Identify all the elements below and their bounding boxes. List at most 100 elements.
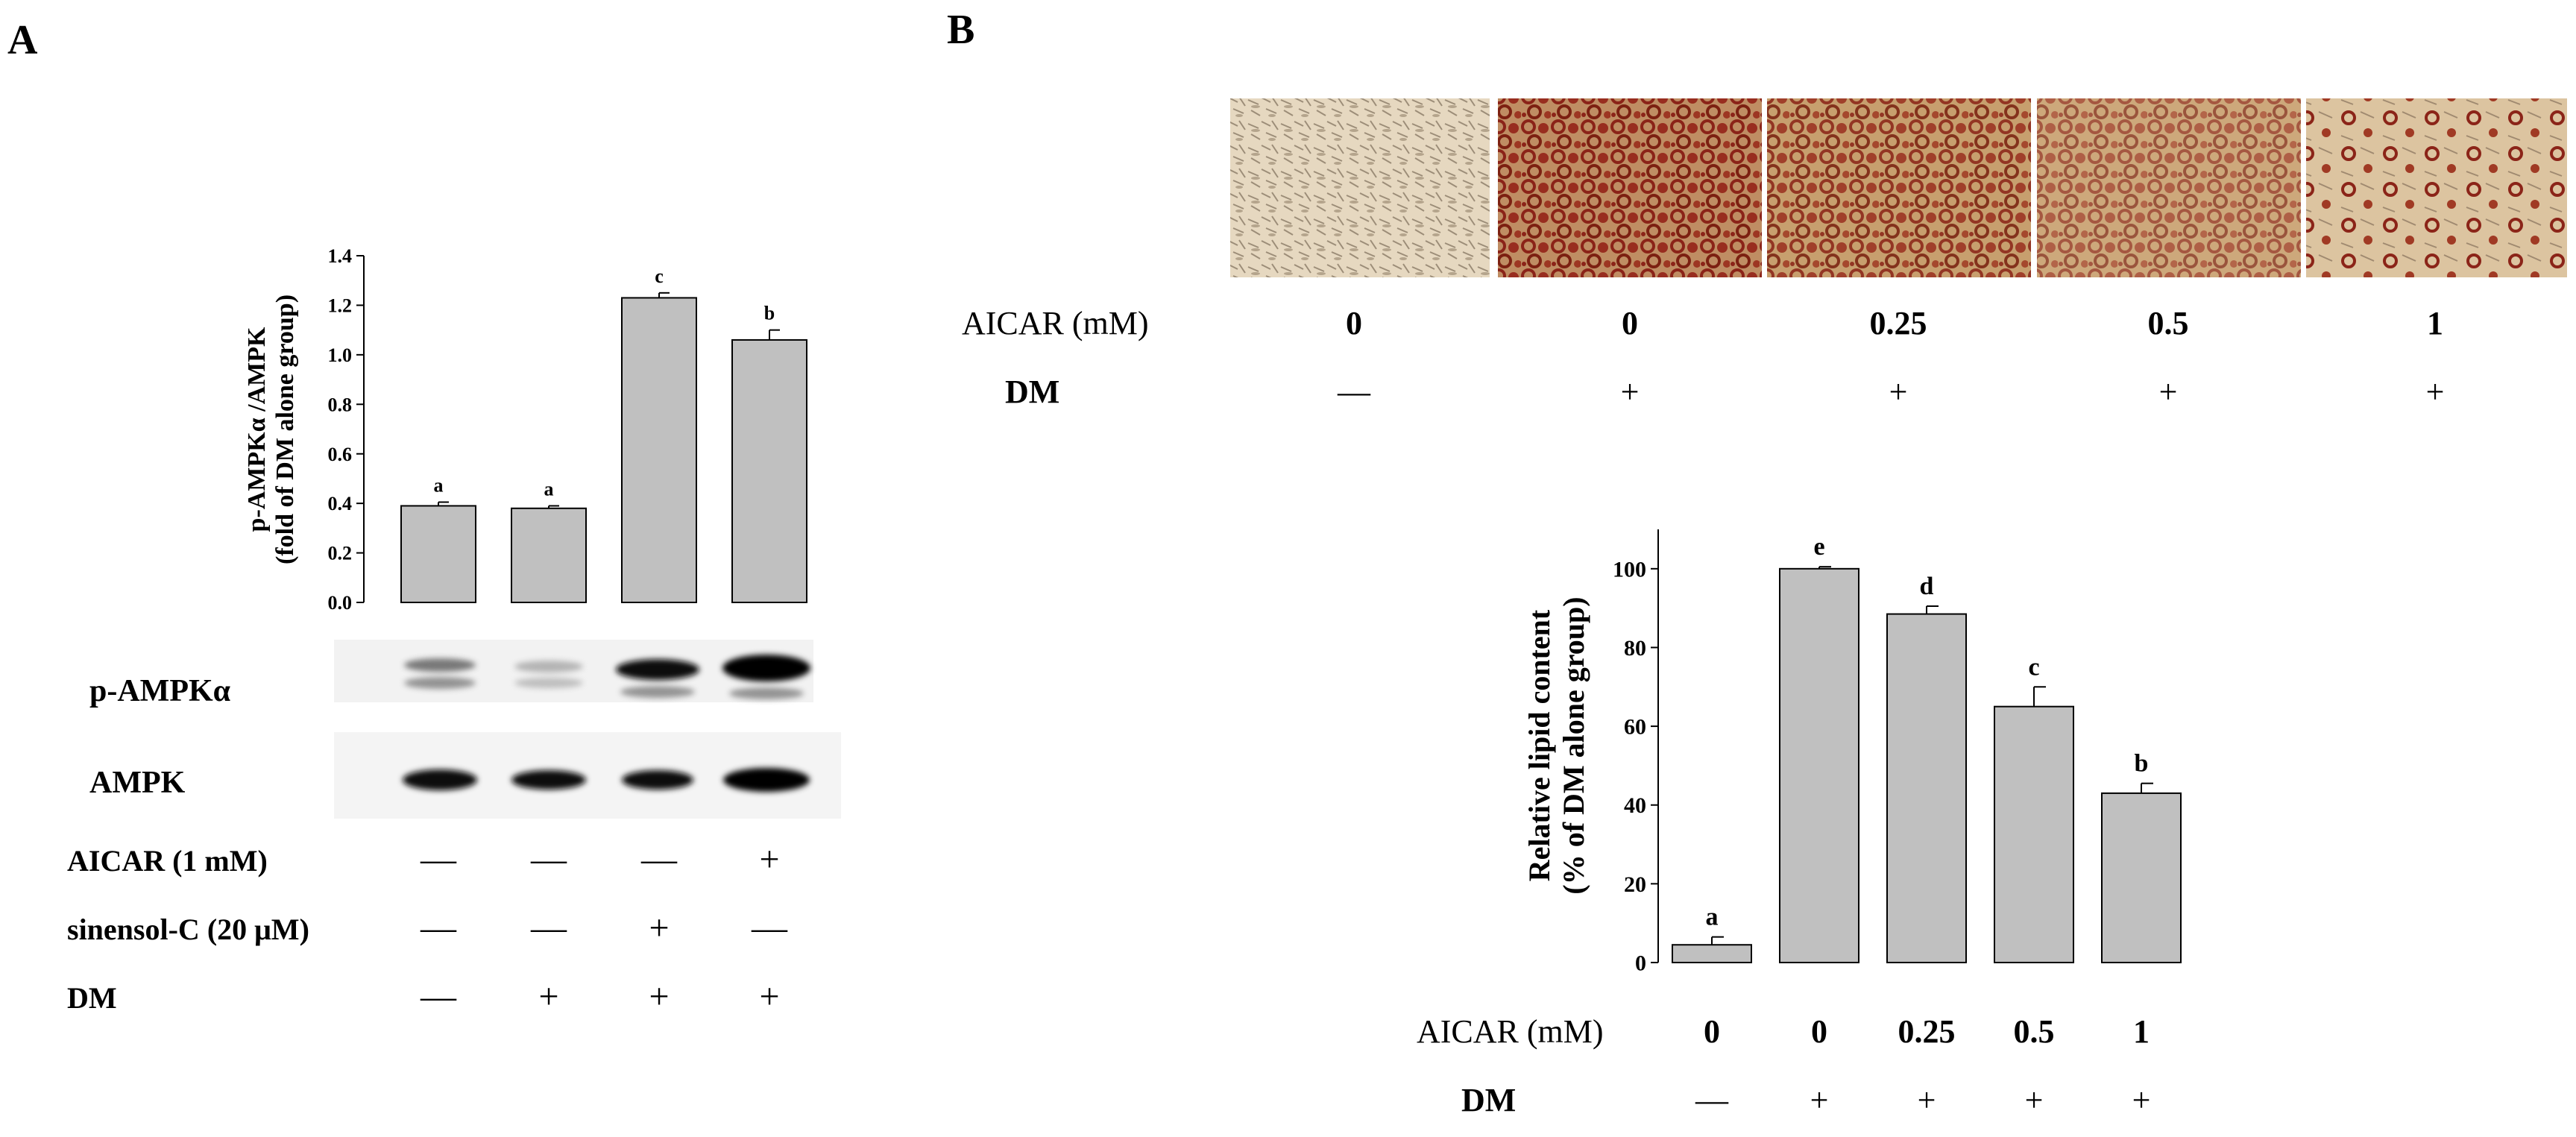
blot-band: [729, 687, 804, 699]
y-tick-label: 1.4: [328, 245, 353, 267]
blot-band: [511, 770, 586, 790]
dose-value: 0.5: [2014, 1013, 2055, 1050]
dose-value: 0: [1811, 1013, 1827, 1050]
bar: [400, 505, 476, 604]
plus-sign: +: [649, 977, 669, 1016]
plus-sign: +: [1810, 1082, 1829, 1118]
plus-sign: +: [1889, 374, 1908, 410]
plus-sign: +: [2426, 374, 2445, 410]
significance-letter: b: [764, 303, 775, 324]
treatment-label: DM: [1461, 1082, 1516, 1118]
significance-letter: b: [2135, 750, 2149, 778]
blot-band: [404, 677, 476, 689]
bar: [731, 338, 807, 603]
blot-band: [403, 769, 477, 790]
bar: [1886, 613, 1967, 963]
blot-band: [723, 768, 810, 792]
micrograph-control: [1230, 98, 1490, 277]
y-tick-label: 0.0: [328, 592, 353, 614]
panel-a-letter: A: [7, 17, 38, 63]
treatment-label: AICAR (mM): [962, 305, 1149, 341]
y-axis-label: (fold of DM alone group): [271, 295, 299, 564]
significance-letter: c: [2028, 653, 2039, 681]
blot-band: [622, 770, 693, 790]
bar: [1994, 705, 2074, 963]
y-tick-label: 1.2: [328, 295, 353, 317]
blot-label-p-ampk: p-AMPKα: [89, 674, 231, 708]
significance-letter: a: [434, 474, 444, 496]
minus-sign: —: [751, 908, 788, 948]
significance-letter: a: [1706, 904, 1719, 931]
plus-sign: +: [649, 908, 669, 948]
minus-sign: —: [530, 840, 567, 879]
plus-sign: +: [759, 840, 779, 879]
dose-value: 0: [1622, 305, 1638, 341]
blot-band: [722, 655, 810, 681]
treatment-table-b-chart: AICAR (mM) 0 0 0.25 0.5 1 DM — + + + +: [1417, 1013, 2150, 1118]
plus-sign: +: [759, 977, 779, 1016]
treatment-label: DM: [1005, 374, 1059, 410]
plus-sign: +: [1621, 374, 1640, 410]
dose-value: 0: [1704, 1013, 1720, 1050]
y-tick-label: 1.0: [328, 344, 353, 366]
panel-b-letter: B: [947, 7, 974, 53]
minus-sign: —: [420, 977, 457, 1016]
significance-letter: c: [655, 265, 664, 287]
y-tick-label: 0.4: [328, 493, 353, 514]
minus-sign: —: [530, 908, 567, 948]
blot-band: [616, 659, 699, 680]
dose-value: 0.5: [2148, 305, 2189, 341]
y-tick-label: 20: [1624, 872, 1646, 897]
micrograph-dm-aicar-1: [2306, 98, 2567, 277]
minus-sign: —: [640, 840, 678, 879]
y-tick-label: 40: [1624, 793, 1646, 818]
treatment-label: DM: [67, 981, 117, 1015]
bar: [621, 297, 697, 603]
y-axis-label: p-AMPKα /AMPK: [243, 327, 271, 532]
plus-sign: +: [2159, 374, 2178, 410]
blot-band: [620, 686, 695, 698]
micrograph-dm-aicar-05: [2037, 98, 2301, 277]
y-axis-label: (% of DM alone group): [1557, 596, 1590, 894]
treatment-label: AICAR (1 mM): [67, 844, 268, 878]
bar: [1779, 567, 1859, 963]
y-tick-label: 0.6: [328, 444, 353, 465]
dose-value: 0.25: [1870, 305, 1927, 341]
dose-value: 0.25: [1898, 1013, 1956, 1050]
micrograph-dm: [1498, 98, 1762, 277]
dose-value: 0: [1346, 305, 1362, 341]
y-tick-label: 100: [1613, 557, 1646, 582]
dose-value: 1: [2133, 1013, 2150, 1050]
y-tick-label: 0.2: [328, 543, 353, 564]
micrograph-row: [1230, 98, 2567, 277]
bar: [2101, 792, 2182, 964]
significance-letter: e: [1813, 533, 1824, 561]
y-axis-label: Relative lipid content: [1522, 609, 1556, 881]
y-tick-label: 0: [1635, 951, 1646, 976]
chart-b: 0 20 40 60 80 100 Relative lipid content (% of …: [1522, 529, 2182, 976]
micrograph-dm-aicar-025: [1767, 98, 2031, 277]
plus-sign: +: [2025, 1082, 2044, 1118]
plus-sign: +: [538, 977, 558, 1016]
panel-a: A 0.0 0.2 0.4 0.6 0.8 1.0 1.2 1.4 p-AMPKα /AMPK(…: [7, 17, 841, 1016]
blot-band: [514, 661, 583, 673]
bar: [511, 507, 587, 603]
treatment-label: sinensol-C (20 μM): [67, 913, 309, 946]
plus-sign: +: [2132, 1082, 2151, 1118]
treatment-table-a: AICAR (1 mM) — — — + sinensol-C (20 μM) — — + — DM…: [67, 840, 788, 1016]
panel-b: B AICAR (mM) 0 0 0.25 0.5 1 DM — + + + + 0 20 40 60 80 1: [947, 7, 2567, 1118]
minus-sign: —: [420, 908, 457, 948]
treatment-table-b-images: AICAR (mM) 0 0 0.25 0.5 1 DM — + + + +: [962, 305, 2444, 410]
blot-band: [404, 658, 476, 672]
chart-a: 0.0 0.2 0.4 0.6 0.8 1.0 1.2 1.4 p-AMPKα /AMPK (fo…: [243, 245, 807, 614]
y-tick-label: 0.8: [328, 394, 353, 415]
y-tick-label: 80: [1624, 636, 1646, 661]
plus-sign: +: [1918, 1082, 1936, 1118]
significance-letter: d: [1920, 573, 1934, 600]
significance-letter: a: [544, 478, 554, 500]
blot-band: [514, 678, 583, 688]
minus-sign: —: [420, 840, 457, 879]
western-blot: [334, 640, 841, 819]
dose-value: 1: [2427, 305, 2443, 341]
